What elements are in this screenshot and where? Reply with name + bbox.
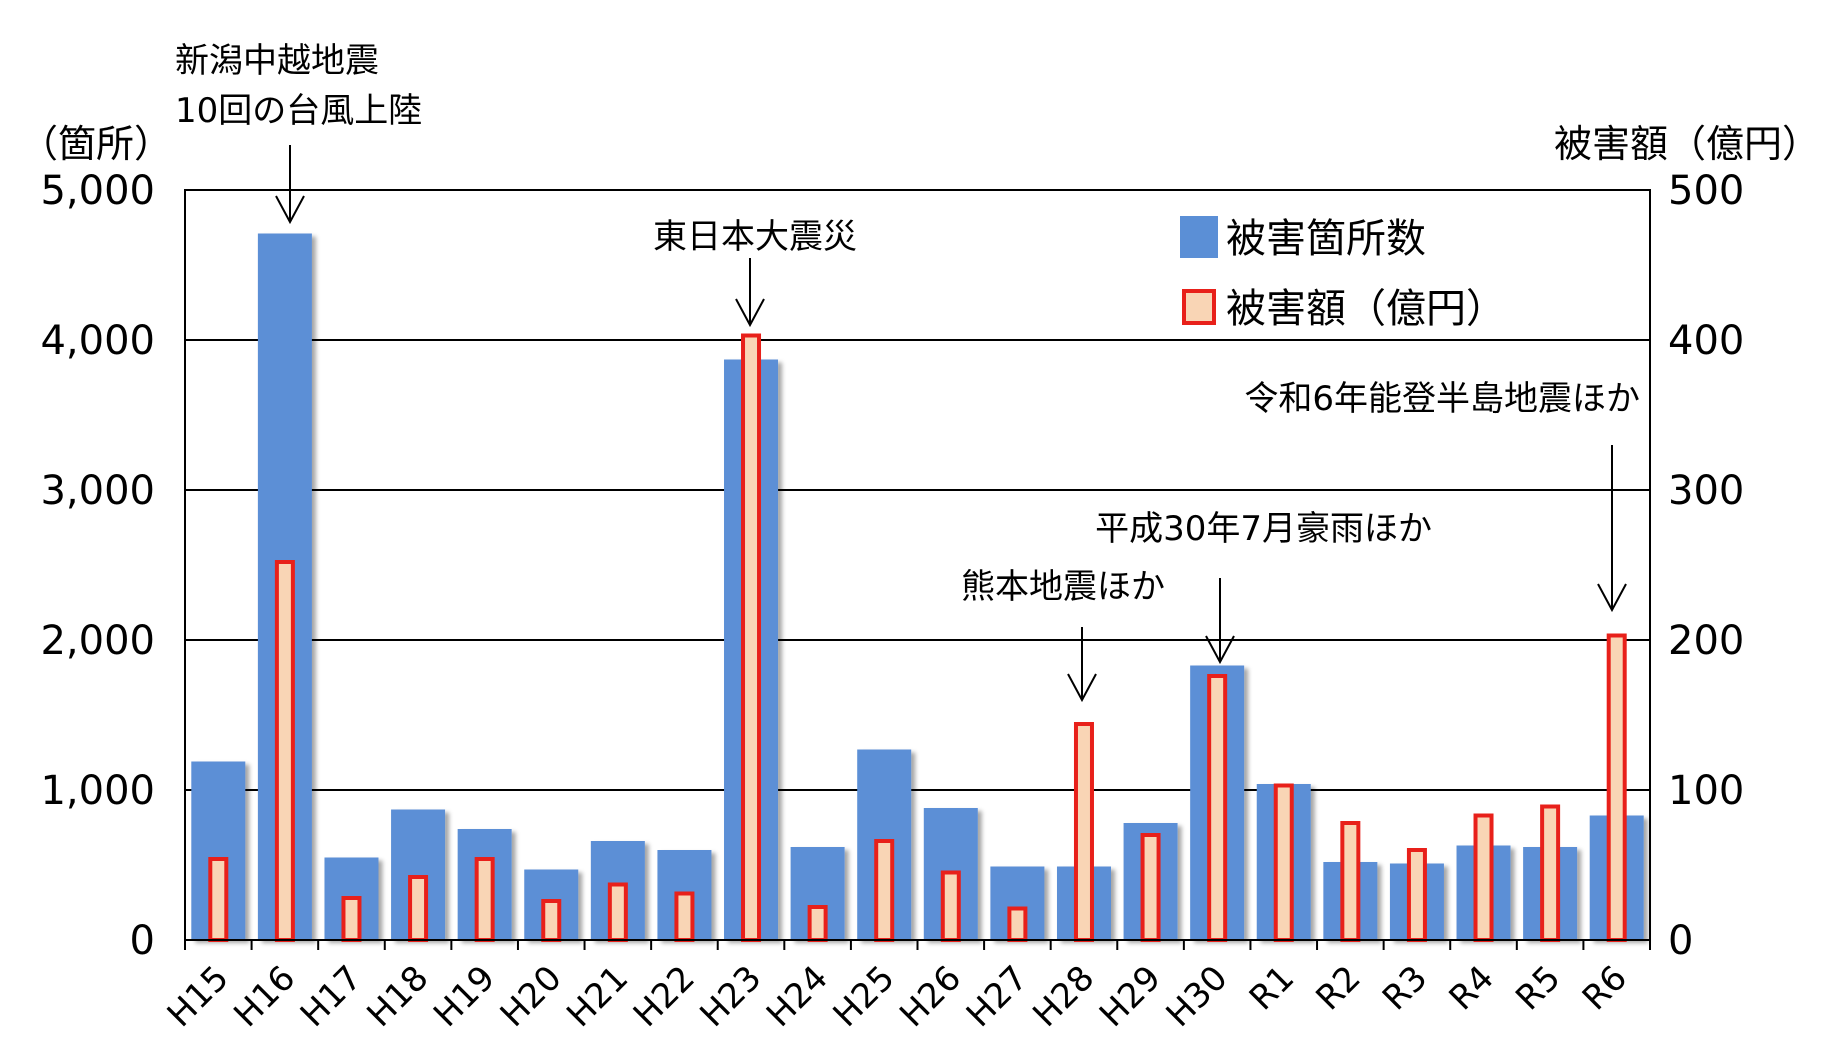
right-tick-label: 200 xyxy=(1668,618,1744,664)
bar-damage-amount xyxy=(541,899,562,942)
bar-damage-amount xyxy=(1340,821,1361,942)
category-label: R5 xyxy=(1508,958,1568,1018)
legend-swatch-damage-count xyxy=(1180,216,1218,258)
category-label: H24 xyxy=(759,958,836,1035)
right-tick-label: 0 xyxy=(1668,918,1693,964)
category-label: H15 xyxy=(160,958,237,1035)
bar-damage-amount xyxy=(1473,813,1494,942)
bar-damage-amount xyxy=(1540,804,1561,942)
right-axis-unit: 被害額（億円） xyxy=(1554,122,1820,166)
annotation-label: 平成30年7月豪雨ほか xyxy=(1095,509,1432,549)
left-tick-label: 1,000 xyxy=(40,768,155,814)
bar-damage-amount xyxy=(408,875,429,942)
annotation-label: 10回の台風上陸 xyxy=(175,91,422,131)
bar-damage-amount xyxy=(607,882,628,942)
gridlines xyxy=(185,339,1650,791)
bar-damage-amount xyxy=(208,857,229,942)
annotation-arrowhead xyxy=(275,195,305,225)
category-label: H28 xyxy=(1025,958,1102,1035)
legend: 被害箇所数 被害額（億円） xyxy=(1180,216,1506,332)
category-label: R1 xyxy=(1242,958,1302,1018)
annotation-arrowhead xyxy=(1205,635,1235,665)
bar-damage-amount xyxy=(341,896,362,942)
bar-damage-amount xyxy=(1140,833,1161,942)
category-label: H22 xyxy=(626,958,703,1035)
category-label: H16 xyxy=(226,958,303,1035)
category-label: R6 xyxy=(1575,958,1635,1018)
left-axis-unit: （箇所） xyxy=(20,122,172,166)
category-label: H23 xyxy=(692,958,769,1035)
left-tick-label: 2,000 xyxy=(40,618,155,664)
category-label: H19 xyxy=(426,958,503,1035)
right-tick-label: 400 xyxy=(1668,318,1744,364)
annotation-label: 新潟中越地震 xyxy=(175,41,379,81)
category-label: R2 xyxy=(1308,958,1368,1018)
category-label: H30 xyxy=(1159,958,1236,1035)
bar-damage-amount xyxy=(474,857,495,942)
bar-damage-amount xyxy=(1207,674,1228,942)
category-label: H21 xyxy=(559,958,636,1035)
bar-damage-amount xyxy=(1406,848,1427,942)
legend-swatch-damage-amount xyxy=(1182,289,1216,325)
right-tick-label: 300 xyxy=(1668,468,1744,514)
legend-label-damage-count: 被害箇所数 xyxy=(1226,216,1426,262)
bar-damage-amount xyxy=(1273,783,1294,942)
bar-damage-amount xyxy=(674,891,695,942)
left-tick-label: 0 xyxy=(130,918,155,964)
category-label: H18 xyxy=(359,958,436,1035)
right-tick-label: 500 xyxy=(1668,168,1744,214)
left-tick-label: 5,000 xyxy=(40,168,155,214)
annotation-arrowhead xyxy=(1597,583,1627,613)
bar-damage-amount xyxy=(1007,906,1028,942)
category-label: H29 xyxy=(1092,958,1169,1035)
annotation-arrowhead xyxy=(735,298,765,328)
category-label: R3 xyxy=(1375,958,1435,1018)
bar-damage-amount xyxy=(874,839,895,942)
bar-damage-amount xyxy=(1606,633,1627,942)
category-label: H26 xyxy=(892,958,969,1035)
bar-damage-amount xyxy=(274,560,295,942)
bar-damage-amount xyxy=(940,870,961,942)
category-label: R4 xyxy=(1442,958,1502,1018)
legend-label-damage-amount: 被害額（億円） xyxy=(1226,286,1506,332)
annotation-arrowhead xyxy=(1067,673,1097,703)
bars xyxy=(191,233,1644,942)
annotation-label: 令和6年能登半島地震ほか xyxy=(1244,379,1640,419)
bar-damage-amount xyxy=(807,905,828,942)
annotation-label: 熊本地震ほか xyxy=(961,567,1165,607)
bar-damage-amount xyxy=(1073,722,1094,942)
left-tick-label: 4,000 xyxy=(40,318,155,364)
right-tick-label: 100 xyxy=(1668,768,1744,814)
left-tick-label: 3,000 xyxy=(40,468,155,514)
category-label: H27 xyxy=(959,958,1036,1035)
category-label: H25 xyxy=(826,958,903,1035)
bar-damage-amount xyxy=(741,333,762,942)
category-label: H17 xyxy=(293,958,370,1035)
annotation-label: 東日本大震災 xyxy=(653,217,857,257)
category-label: H20 xyxy=(493,958,570,1035)
